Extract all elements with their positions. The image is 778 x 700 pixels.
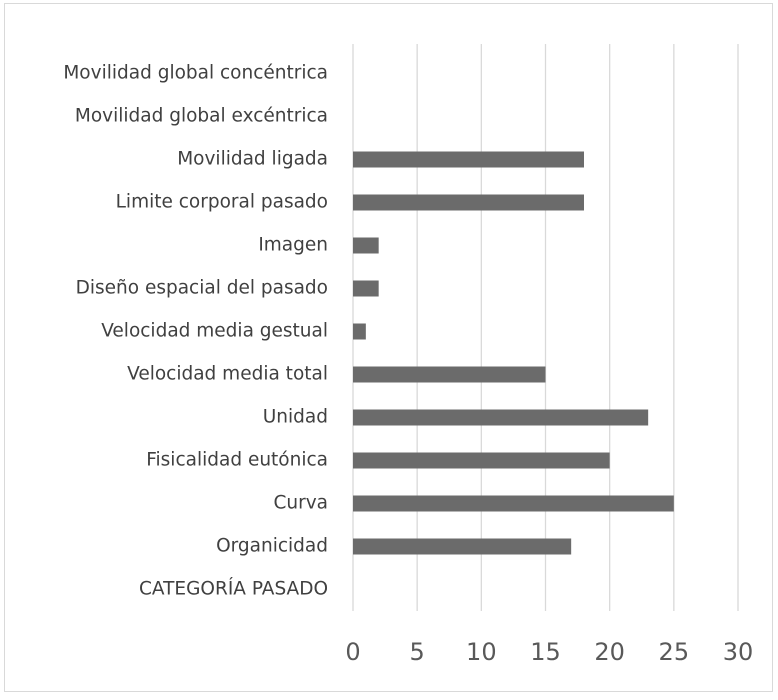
y-tick-label: Curva xyxy=(273,493,328,514)
y-tick-label: CATEGORÍA PASADO xyxy=(139,578,328,600)
bar xyxy=(353,280,379,297)
bar xyxy=(353,366,546,383)
y-tick-label: Velocidad media gestual xyxy=(101,321,328,342)
bar xyxy=(353,452,610,469)
x-tick-label: 5 xyxy=(410,638,425,666)
y-tick-label: Limite corporal pasado xyxy=(116,192,328,213)
x-tick-label: 0 xyxy=(345,638,360,666)
bar xyxy=(353,323,366,340)
y-tick-label: Velocidad media total xyxy=(127,364,328,385)
y-tick-label: Unidad xyxy=(263,407,328,428)
bar xyxy=(353,409,649,426)
x-tick-label: 25 xyxy=(659,638,690,666)
y-tick-label: Movilidad global excéntrica xyxy=(75,106,328,127)
bar xyxy=(353,495,674,512)
chart-frame xyxy=(4,3,773,692)
x-tick-label: 10 xyxy=(466,638,497,666)
y-tick-label: Imagen xyxy=(258,235,328,256)
y-tick-label: Movilidad ligada xyxy=(177,149,328,170)
y-tick-label: Diseño espacial del pasado xyxy=(76,278,328,299)
x-tick-label: 20 xyxy=(594,638,625,666)
bar xyxy=(353,538,572,555)
y-tick-label: Organicidad xyxy=(216,536,328,557)
y-tick-label: Movilidad global concéntrica xyxy=(63,63,328,84)
y-tick-label: Fisicalidad eutónica xyxy=(146,450,328,471)
bar xyxy=(353,194,584,211)
bar xyxy=(353,151,584,168)
x-tick-label: 30 xyxy=(723,638,754,666)
x-tick-label: 15 xyxy=(530,638,561,666)
bar xyxy=(353,237,379,254)
